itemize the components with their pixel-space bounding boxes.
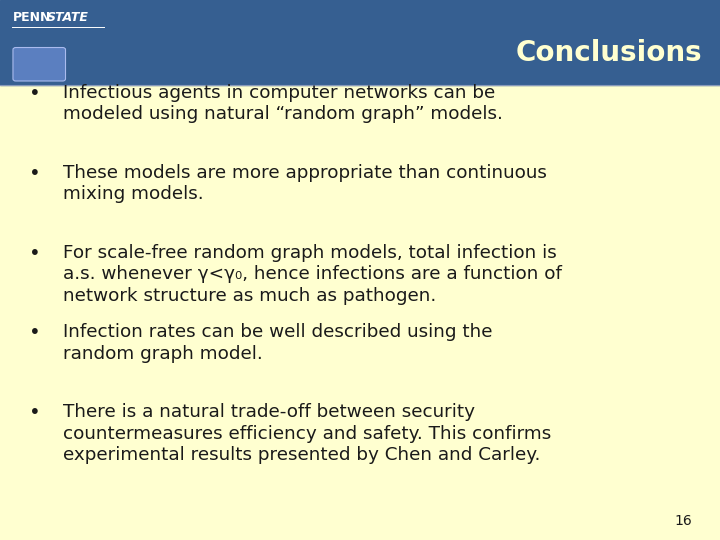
Text: •: •	[29, 84, 40, 103]
Text: Conclusions: Conclusions	[516, 39, 702, 67]
Text: STATE: STATE	[47, 11, 89, 24]
FancyBboxPatch shape	[13, 48, 66, 81]
Text: For scale-free random graph models, total infection is
a.s. whenever γ<γ₀, hence: For scale-free random graph models, tota…	[63, 244, 562, 305]
Text: Infection rates can be well described using the
random graph model.: Infection rates can be well described us…	[63, 323, 493, 363]
Text: There is a natural trade-off between security
countermeasures efficiency and saf: There is a natural trade-off between sec…	[63, 403, 552, 464]
Bar	[0, 0, 720, 85]
Text: •: •	[29, 244, 40, 262]
Text: These models are more appropriate than continuous
mixing models.: These models are more appropriate than c…	[63, 164, 547, 203]
Text: •: •	[29, 403, 40, 422]
Text: Infectious agents in computer networks can be
modeled using natural “random grap: Infectious agents in computer networks c…	[63, 84, 503, 123]
Text: •: •	[29, 164, 40, 183]
Text: •: •	[29, 323, 40, 342]
Text: PENN: PENN	[13, 11, 51, 24]
Text: 16: 16	[675, 514, 693, 528]
